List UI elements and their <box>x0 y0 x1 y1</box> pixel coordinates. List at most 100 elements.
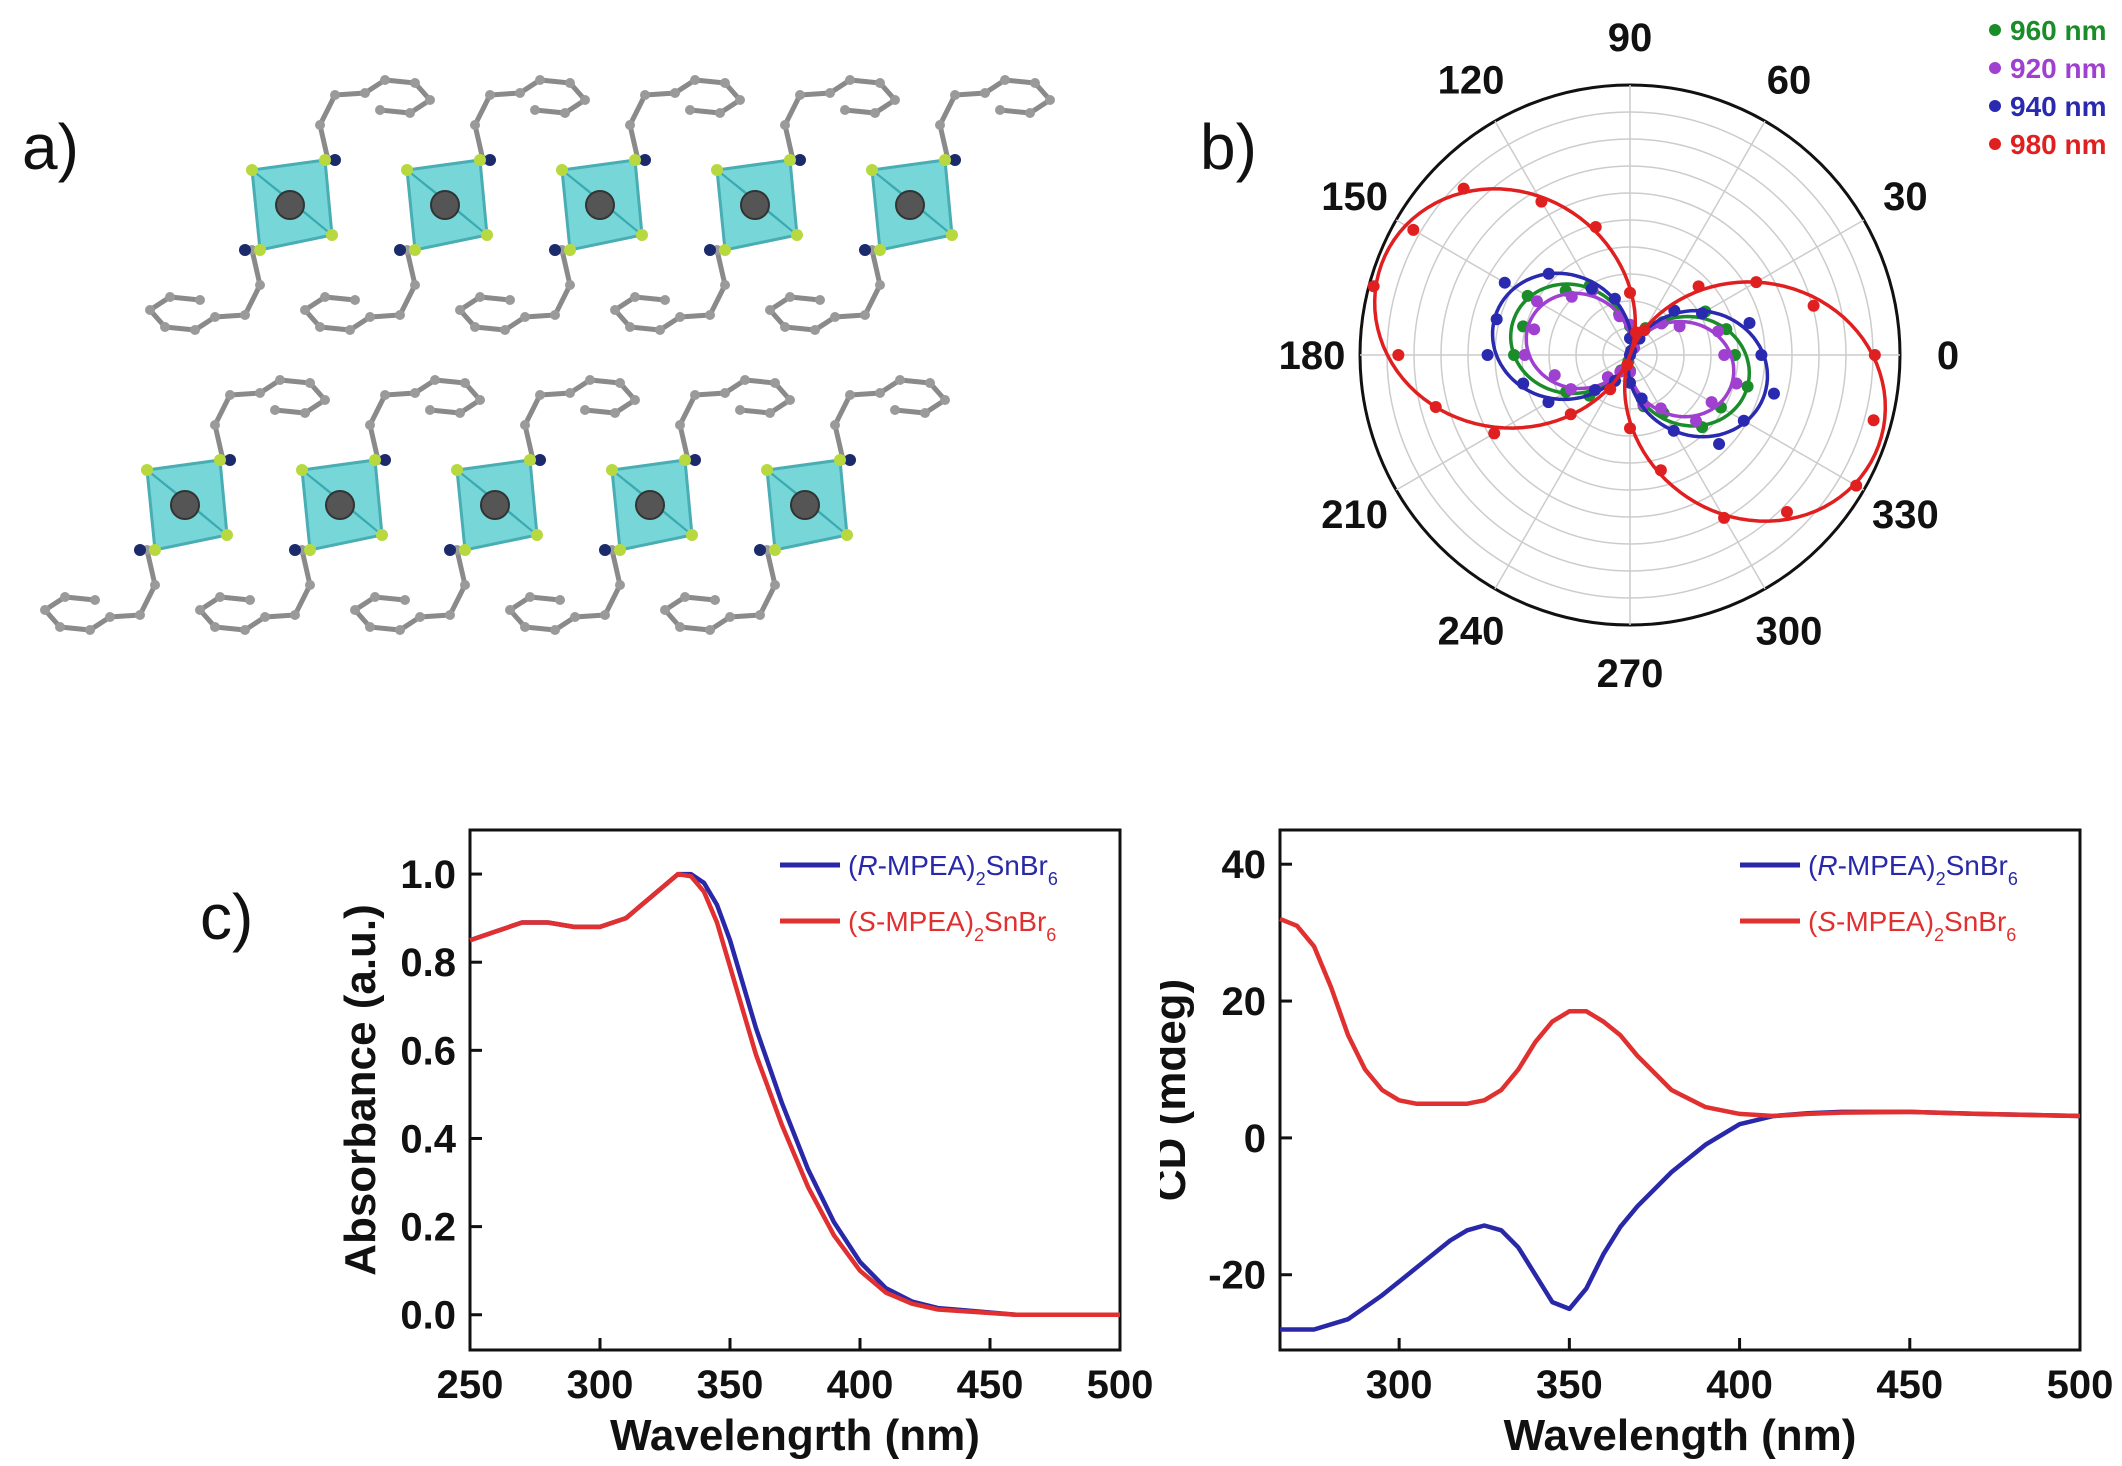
carbon-atom <box>670 88 680 98</box>
carbon-atom <box>365 420 375 430</box>
carbon-atom <box>795 90 805 100</box>
polar-data-point <box>1528 323 1541 336</box>
carbon-atom <box>260 612 270 622</box>
polar-data-point <box>1498 276 1511 289</box>
carbon-atom <box>845 75 855 85</box>
legend-label: 920 nm <box>2010 53 2107 84</box>
carbon-atom <box>785 292 795 302</box>
bromine-atom <box>784 154 796 166</box>
carbon-atom <box>195 605 205 615</box>
nitrogen-atom <box>599 544 611 556</box>
carbon-atom <box>430 375 440 385</box>
polar-data-point <box>1589 221 1602 234</box>
carbon-atom <box>610 305 620 315</box>
nitrogen-atom <box>639 154 651 166</box>
carbon-atom <box>1045 95 1055 105</box>
bromine-atom <box>614 544 626 556</box>
polar-data-point <box>1654 402 1667 415</box>
carbon-atom <box>780 120 790 130</box>
carbon-atom <box>85 625 95 635</box>
legend-label: 940 nm <box>2010 91 2107 122</box>
carbon-atom <box>825 88 835 98</box>
y-axis-label: Absorbance (a.u.) <box>336 904 385 1276</box>
carbon-atom <box>240 310 250 320</box>
carbon-atom <box>725 612 735 622</box>
angle-tick-label: 300 <box>1756 609 1823 653</box>
carbon-atom <box>875 388 885 398</box>
x-tick-label: 300 <box>1366 1363 1433 1407</box>
angle-tick-label: 240 <box>1438 609 1505 653</box>
crystal-structure-illustration <box>40 75 1055 635</box>
polar-data-point <box>1621 358 1634 371</box>
y-axis-label: CD (mdeg) <box>1160 979 1195 1201</box>
nitrogen-atom <box>534 454 546 466</box>
carbon-atom <box>360 88 370 98</box>
polar-grid-spoke <box>1629 120 1766 356</box>
carbon-atom <box>615 580 625 590</box>
carbon-atom <box>455 305 465 315</box>
legend-label: 980 nm <box>2010 129 2107 160</box>
y-tick-label: 0.0 <box>400 1294 456 1338</box>
polar-data-point <box>1624 286 1636 299</box>
bromine-atom <box>636 229 648 241</box>
carbon-atom <box>60 592 70 602</box>
polar-data-point <box>1730 377 1743 390</box>
carbon-atom <box>290 610 300 620</box>
nitrogen-atom <box>239 244 251 256</box>
polar-data-point <box>1457 182 1470 195</box>
carbon-atom <box>365 622 375 632</box>
bromine-atom <box>686 529 698 541</box>
polar-data-point <box>1530 295 1543 308</box>
legend-marker <box>1989 24 2001 36</box>
carbon-atom <box>240 625 250 635</box>
bromine-atom <box>711 164 723 176</box>
bromine-atom <box>221 529 233 541</box>
carbon-atom <box>395 625 405 635</box>
bromine-atom <box>564 244 576 256</box>
carbon-atom <box>560 108 570 118</box>
polar-data-point <box>1718 511 1731 524</box>
bromine-atom <box>679 454 691 466</box>
bromine-atom <box>769 544 781 556</box>
nitrogen-atom <box>549 244 561 256</box>
carbon-atom <box>785 395 795 405</box>
polar-data-point <box>1767 387 1780 400</box>
y-tick-label: 20 <box>1222 980 1267 1024</box>
carbon-atom <box>350 295 360 305</box>
bromine-atom <box>214 454 226 466</box>
nitrogen-atom <box>484 154 496 166</box>
carbon-atom <box>875 280 885 290</box>
carbon-atom <box>255 388 265 398</box>
polar-data-point <box>1564 383 1577 396</box>
carbon-atom <box>625 322 635 332</box>
carbon-atom <box>565 78 575 88</box>
x-tick-label: 400 <box>827 1363 894 1407</box>
carbon-atom <box>735 95 745 105</box>
carbon-atom <box>1000 75 1010 85</box>
polar-data-point <box>1690 415 1703 428</box>
polar-data-point <box>1630 326 1643 339</box>
polar-data-point <box>1780 505 1793 518</box>
carbon-atom <box>195 295 205 305</box>
carbon-atom <box>345 325 355 335</box>
carbon-atom <box>780 322 790 332</box>
polar-data-point <box>1624 422 1636 435</box>
y-tick-label: 0.2 <box>400 1206 456 1250</box>
carbon-atom <box>315 120 325 130</box>
angle-tick-label: 60 <box>1767 59 1812 103</box>
bromine-atom <box>874 244 886 256</box>
bromine-atom <box>296 464 308 476</box>
carbon-atom <box>410 78 420 88</box>
polar-data-point <box>1521 289 1534 302</box>
carbon-atom <box>580 405 590 415</box>
carbon-atom <box>585 375 595 385</box>
polar-data-point <box>1542 267 1555 280</box>
carbon-atom <box>1030 78 1040 88</box>
bromine-atom <box>459 544 471 556</box>
octahedron-unit <box>40 375 330 635</box>
polar-data-point <box>1367 280 1380 293</box>
carbon-atom <box>300 408 310 418</box>
carbon-atom <box>470 322 480 332</box>
carbon-atom <box>660 295 670 305</box>
